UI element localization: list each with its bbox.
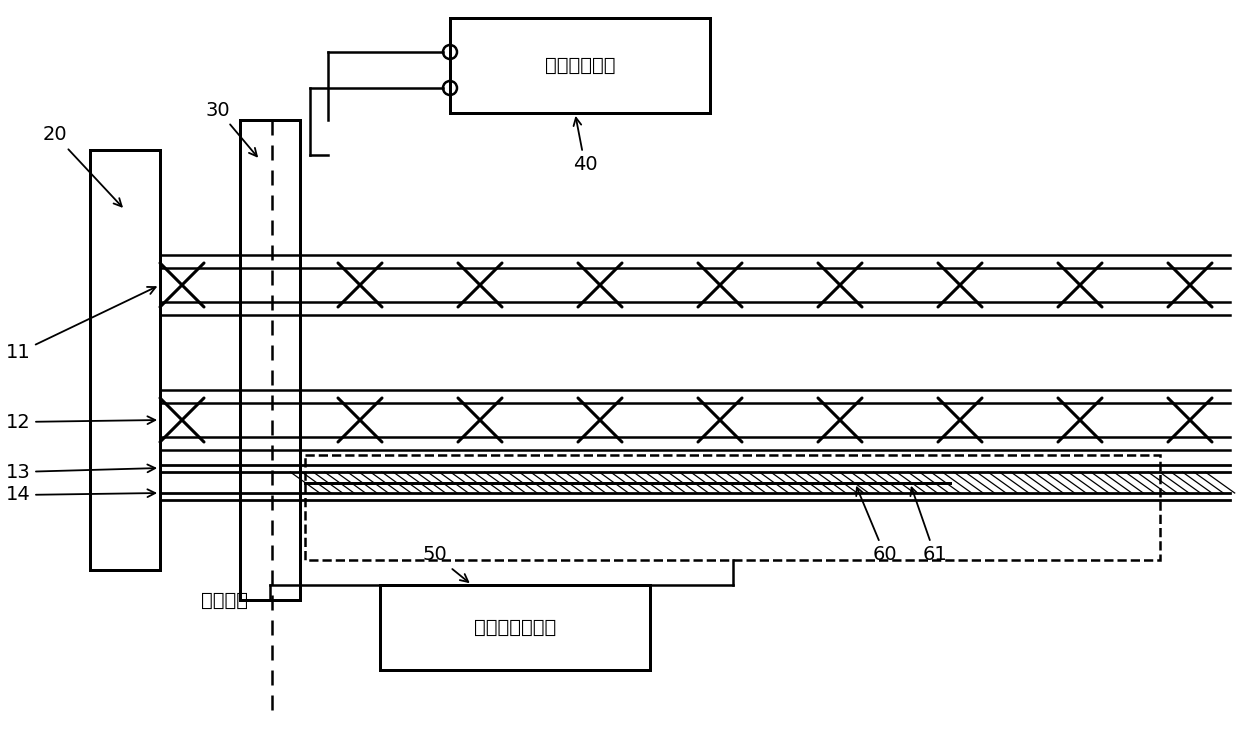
Text: 30: 30 [206,101,257,156]
Text: 61: 61 [910,487,947,565]
Text: 20: 20 [42,125,122,206]
Bar [91,150,160,570]
Text: 高频脉冲发生器: 高频脉冲发生器 [474,618,556,637]
Text: 14: 14 [6,486,155,504]
Bar [241,120,300,600]
Text: 40: 40 [573,118,598,174]
Text: 11: 11 [6,287,156,363]
Text: 局放检测装置: 局放检测装置 [544,56,615,75]
Bar [450,18,711,113]
Text: 60: 60 [857,487,898,565]
Text: 13: 13 [6,463,155,481]
Text: 50: 50 [423,545,469,582]
Bar [305,455,1159,560]
Text: 12: 12 [6,413,155,431]
Bar [379,585,650,670]
Text: 行波边界: 行波边界 [201,591,248,609]
